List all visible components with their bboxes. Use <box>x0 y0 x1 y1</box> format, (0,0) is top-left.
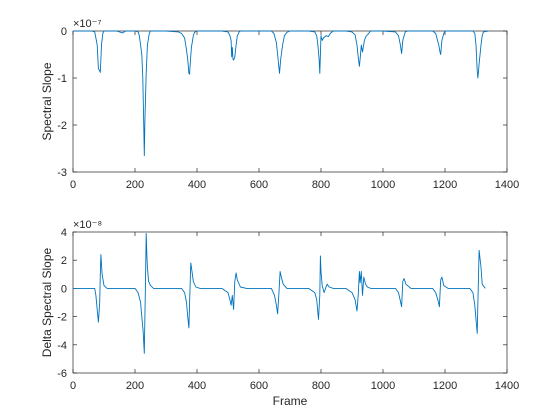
top-y-tick-label: -3 <box>57 167 67 179</box>
bottom-y-tick-label: -2 <box>57 312 67 324</box>
bottom-x-axis-label: Frame <box>273 394 308 408</box>
bottom-x-tick-label: 400 <box>188 380 206 392</box>
top-x-tick-label: 200 <box>126 179 144 191</box>
bottom-x-tick-label: 200 <box>126 380 144 392</box>
bottom-y-tick-label: -6 <box>57 368 67 380</box>
top-x-tick-label: 800 <box>312 179 330 191</box>
top-x-tick-label: 0 <box>70 179 76 191</box>
top-scale-factor-label: ×10⁻⁷ <box>73 18 101 30</box>
bottom-y-tick-label: 0 <box>61 283 67 295</box>
bottom-x-tick-label: 600 <box>250 380 268 392</box>
bottom-x-tick-label: 1400 <box>495 380 519 392</box>
bottom-y-axis-label: Delta Spectral Slope <box>40 247 54 357</box>
top-x-tick-label: 1400 <box>495 179 519 191</box>
bottom-x-tick-label: 0 <box>70 380 76 392</box>
bottom-axes-box <box>72 231 508 374</box>
top-x-tick-label: 1200 <box>433 179 457 191</box>
bottom-x-tick-label: 1000 <box>371 380 395 392</box>
top-series-line-0 <box>73 30 489 157</box>
bottom-x-tick-label: 1200 <box>433 380 457 392</box>
top-x-tick-label: 600 <box>250 179 268 191</box>
bottom-y-tick-label: -4 <box>57 340 67 352</box>
top-y-tick-label: -1 <box>57 73 67 85</box>
top-y-tick-label: 0 <box>61 26 67 38</box>
top-y-tick-label: -2 <box>57 120 67 132</box>
bottom-y-tick-label: 4 <box>61 227 67 239</box>
top-y-axis-label: Spectral Slope <box>40 62 54 140</box>
bottom-scale-factor-label: ×10⁻⁸ <box>73 219 102 231</box>
top-x-tick-label: 1000 <box>371 179 395 191</box>
bottom-y-tick-label: 2 <box>61 255 67 267</box>
bottom-x-tick-label: 800 <box>312 380 330 392</box>
top-x-tick-label: 400 <box>188 179 206 191</box>
bottom-series-line-0 <box>73 232 486 354</box>
top-axes-box <box>72 30 508 173</box>
